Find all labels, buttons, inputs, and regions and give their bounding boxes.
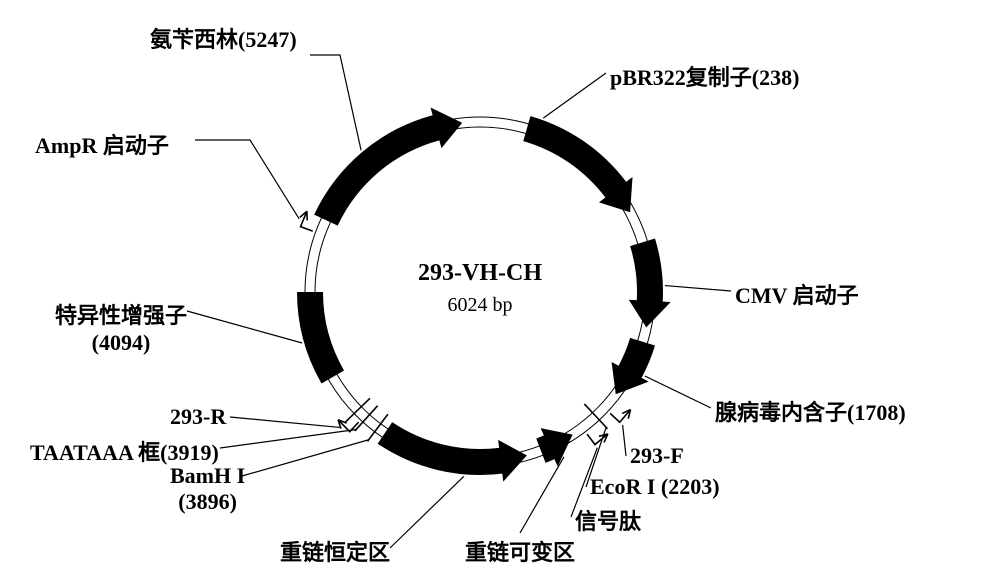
293f-label: 293-F [630,443,684,469]
variable-region [536,428,572,466]
enhancer-label-leader [187,311,302,343]
293r-label-leader [230,417,340,427]
cmv-label-leader [665,286,731,291]
pbr322-label-leader [543,73,606,118]
ampicillin [314,108,462,226]
enhancer-label: 特异性增强子 (4094) [55,298,187,356]
constant-region [378,422,527,481]
adeno-label: 腺病毒内含子(1708) [715,395,906,427]
293r-label: 293-R [170,404,226,430]
plasmid-name: 293-VH-CH [390,260,570,287]
enhancer [297,292,344,384]
vh-label: 重链可变区 [465,535,575,567]
cmv-promoter [629,238,671,327]
signal-label: 信号肽 [575,504,641,536]
adeno-label-leader [645,376,711,408]
ch-label-leader [390,476,464,548]
ampicillin-label-leader [310,55,361,150]
taataaa-label: TAATAAA 框(3919) [30,435,219,467]
plasmid-map: 293-VH-CH 6024 bp 氨苄西林(5247) pBR322复制子(23… [0,0,1000,571]
plasmid-size: 6024 bp [400,294,560,317]
cmv-label: CMV 启动子 [735,278,859,310]
adeno-intron [612,338,655,394]
pbr322-origin [523,116,632,212]
ampr-promoter-label-leader [195,140,299,219]
ampr-promoter-label: AmpR 启动子 [35,128,169,160]
ecori-label: EcoR I (2203) [590,474,720,500]
vh-label-leader [520,457,564,533]
pbr322-label: pBR322复制子(238) [610,60,799,92]
bamhi-label-leader [242,440,369,476]
bamhi-label: BamH I (3896) [170,463,245,515]
ch-label: 重链恒定区 [280,535,390,567]
ampicillin-label: 氨苄西林(5247) [150,22,297,54]
293f-label-leader [623,425,626,456]
taataaa-label-leader [220,429,356,448]
